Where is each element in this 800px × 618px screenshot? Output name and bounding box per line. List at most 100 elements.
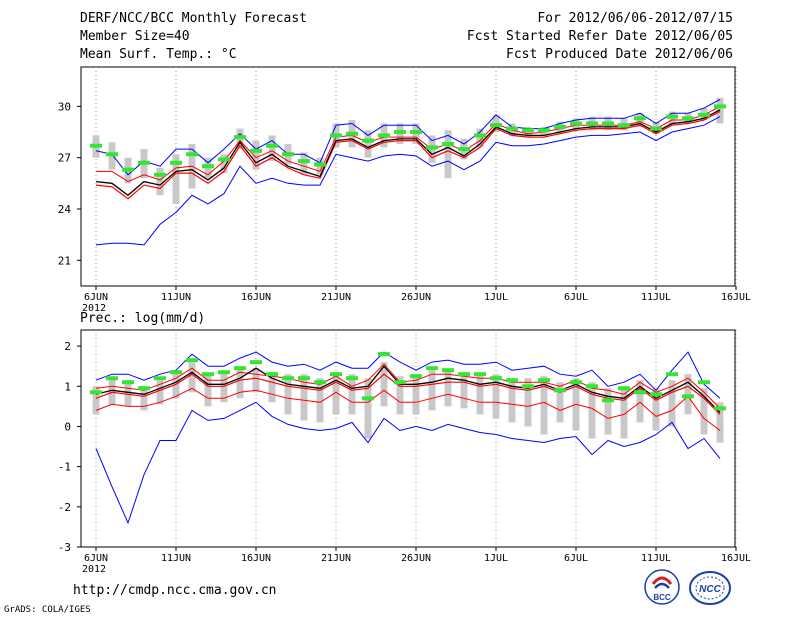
spread-box	[156, 167, 164, 196]
control-marker	[634, 390, 646, 395]
spread-box	[476, 128, 484, 148]
x-tick-label: 26JUN	[401, 553, 431, 564]
control-marker	[586, 121, 598, 126]
upper-line	[95, 363, 721, 409]
refer-date: Fcst Started Refer Date 2012/06/05	[466, 29, 733, 44]
control-marker	[266, 372, 278, 377]
control-marker	[538, 128, 550, 133]
x-tick-label: 21JUN	[321, 292, 351, 303]
spread-box	[364, 130, 372, 158]
spread-box	[668, 380, 676, 427]
bcc-logo-icon: BCC	[644, 569, 680, 605]
spread-box	[284, 374, 292, 415]
control-marker	[330, 133, 342, 138]
spread-box	[428, 370, 436, 411]
spread-box	[188, 362, 196, 393]
chart-title: DERF/NCC/BCC Monthly Forecast	[80, 11, 307, 26]
control-marker	[138, 386, 150, 391]
max-line	[95, 351, 721, 399]
control-marker	[186, 152, 198, 157]
control-marker	[122, 380, 134, 385]
forecast-period: For 2012/06/06-2012/07/15	[537, 11, 733, 26]
control-marker	[618, 123, 630, 128]
control-marker	[666, 114, 678, 119]
control-marker	[170, 370, 182, 375]
spread-box	[524, 378, 532, 427]
produced-date: Fcst Produced Date 2012/06/06	[506, 47, 733, 62]
ncc-logo-text: NCC	[699, 584, 721, 595]
control-marker	[410, 374, 422, 379]
control-marker	[506, 378, 518, 383]
lower-line	[95, 110, 721, 200]
control-marker	[218, 157, 230, 162]
control-marker	[634, 116, 646, 121]
control-marker	[394, 130, 406, 135]
control-marker	[602, 121, 614, 126]
spread-box	[396, 376, 404, 415]
spread-box	[140, 386, 148, 411]
spread-box	[252, 140, 260, 170]
spread-box	[460, 372, 468, 409]
x-year-label: 2012	[82, 564, 106, 575]
control-marker	[346, 131, 358, 136]
control-marker	[202, 372, 214, 377]
control-marker	[490, 376, 502, 381]
spread-box	[172, 372, 180, 399]
control-marker	[346, 376, 358, 381]
prec-label: Prec.: log(mm/d)	[80, 311, 206, 326]
control-marker	[426, 145, 438, 150]
x-tick-label: 1JUL	[484, 292, 508, 303]
spread-box	[300, 374, 308, 421]
control-marker	[250, 148, 262, 153]
control-marker	[266, 143, 278, 148]
control-marker	[458, 372, 470, 377]
control-marker	[458, 147, 470, 152]
spread-box	[508, 378, 516, 423]
control-marker	[378, 352, 390, 357]
control-marker	[330, 372, 342, 377]
x-tick-label: 6JUL	[564, 292, 588, 303]
ncc-logo-icon: NCC	[689, 571, 731, 605]
control-marker	[650, 126, 662, 131]
control-marker	[314, 380, 326, 385]
x-tick-label: 11JUN	[161, 292, 191, 303]
x-tick-label: 1JUL	[484, 553, 508, 564]
control-marker	[314, 162, 326, 167]
member-size: Member Size=40	[80, 29, 190, 44]
spread-box	[364, 378, 372, 439]
control-marker	[202, 164, 214, 169]
spread-box	[220, 374, 228, 403]
spread-box	[492, 374, 500, 419]
spread-box	[108, 378, 116, 405]
spread-box	[540, 376, 548, 435]
x-year-label: 2012	[82, 303, 106, 314]
control-marker	[250, 360, 262, 365]
control-marker	[442, 141, 454, 146]
spread-box	[476, 374, 484, 415]
x-tick-label: 16JUL	[721, 292, 751, 303]
control-marker	[698, 112, 710, 117]
spread-box	[700, 388, 708, 435]
spread-box	[220, 154, 228, 174]
control-marker	[490, 123, 502, 128]
x-tick-label: 6JUL	[564, 553, 588, 564]
control-marker	[378, 133, 390, 138]
y-tick-label: 2	[64, 340, 71, 353]
spread-box	[444, 130, 452, 179]
control-marker	[442, 368, 454, 373]
spread-box	[300, 152, 308, 175]
spread-box	[588, 382, 596, 439]
control-marker	[234, 366, 246, 371]
x-tick-label: 16JUN	[241, 553, 271, 564]
control-marker	[570, 380, 582, 385]
control-marker	[170, 160, 182, 165]
spread-box	[556, 382, 564, 423]
source-url[interactable]: http://cmdp.ncc.cma.gov.cn	[73, 583, 277, 598]
spread-box	[716, 402, 724, 443]
y-tick-label: 24	[58, 203, 72, 216]
spread-box	[636, 380, 644, 423]
y-tick-label: 21	[58, 254, 71, 267]
spread-box	[604, 388, 612, 435]
control-marker	[298, 159, 310, 164]
spread-box	[684, 374, 692, 415]
